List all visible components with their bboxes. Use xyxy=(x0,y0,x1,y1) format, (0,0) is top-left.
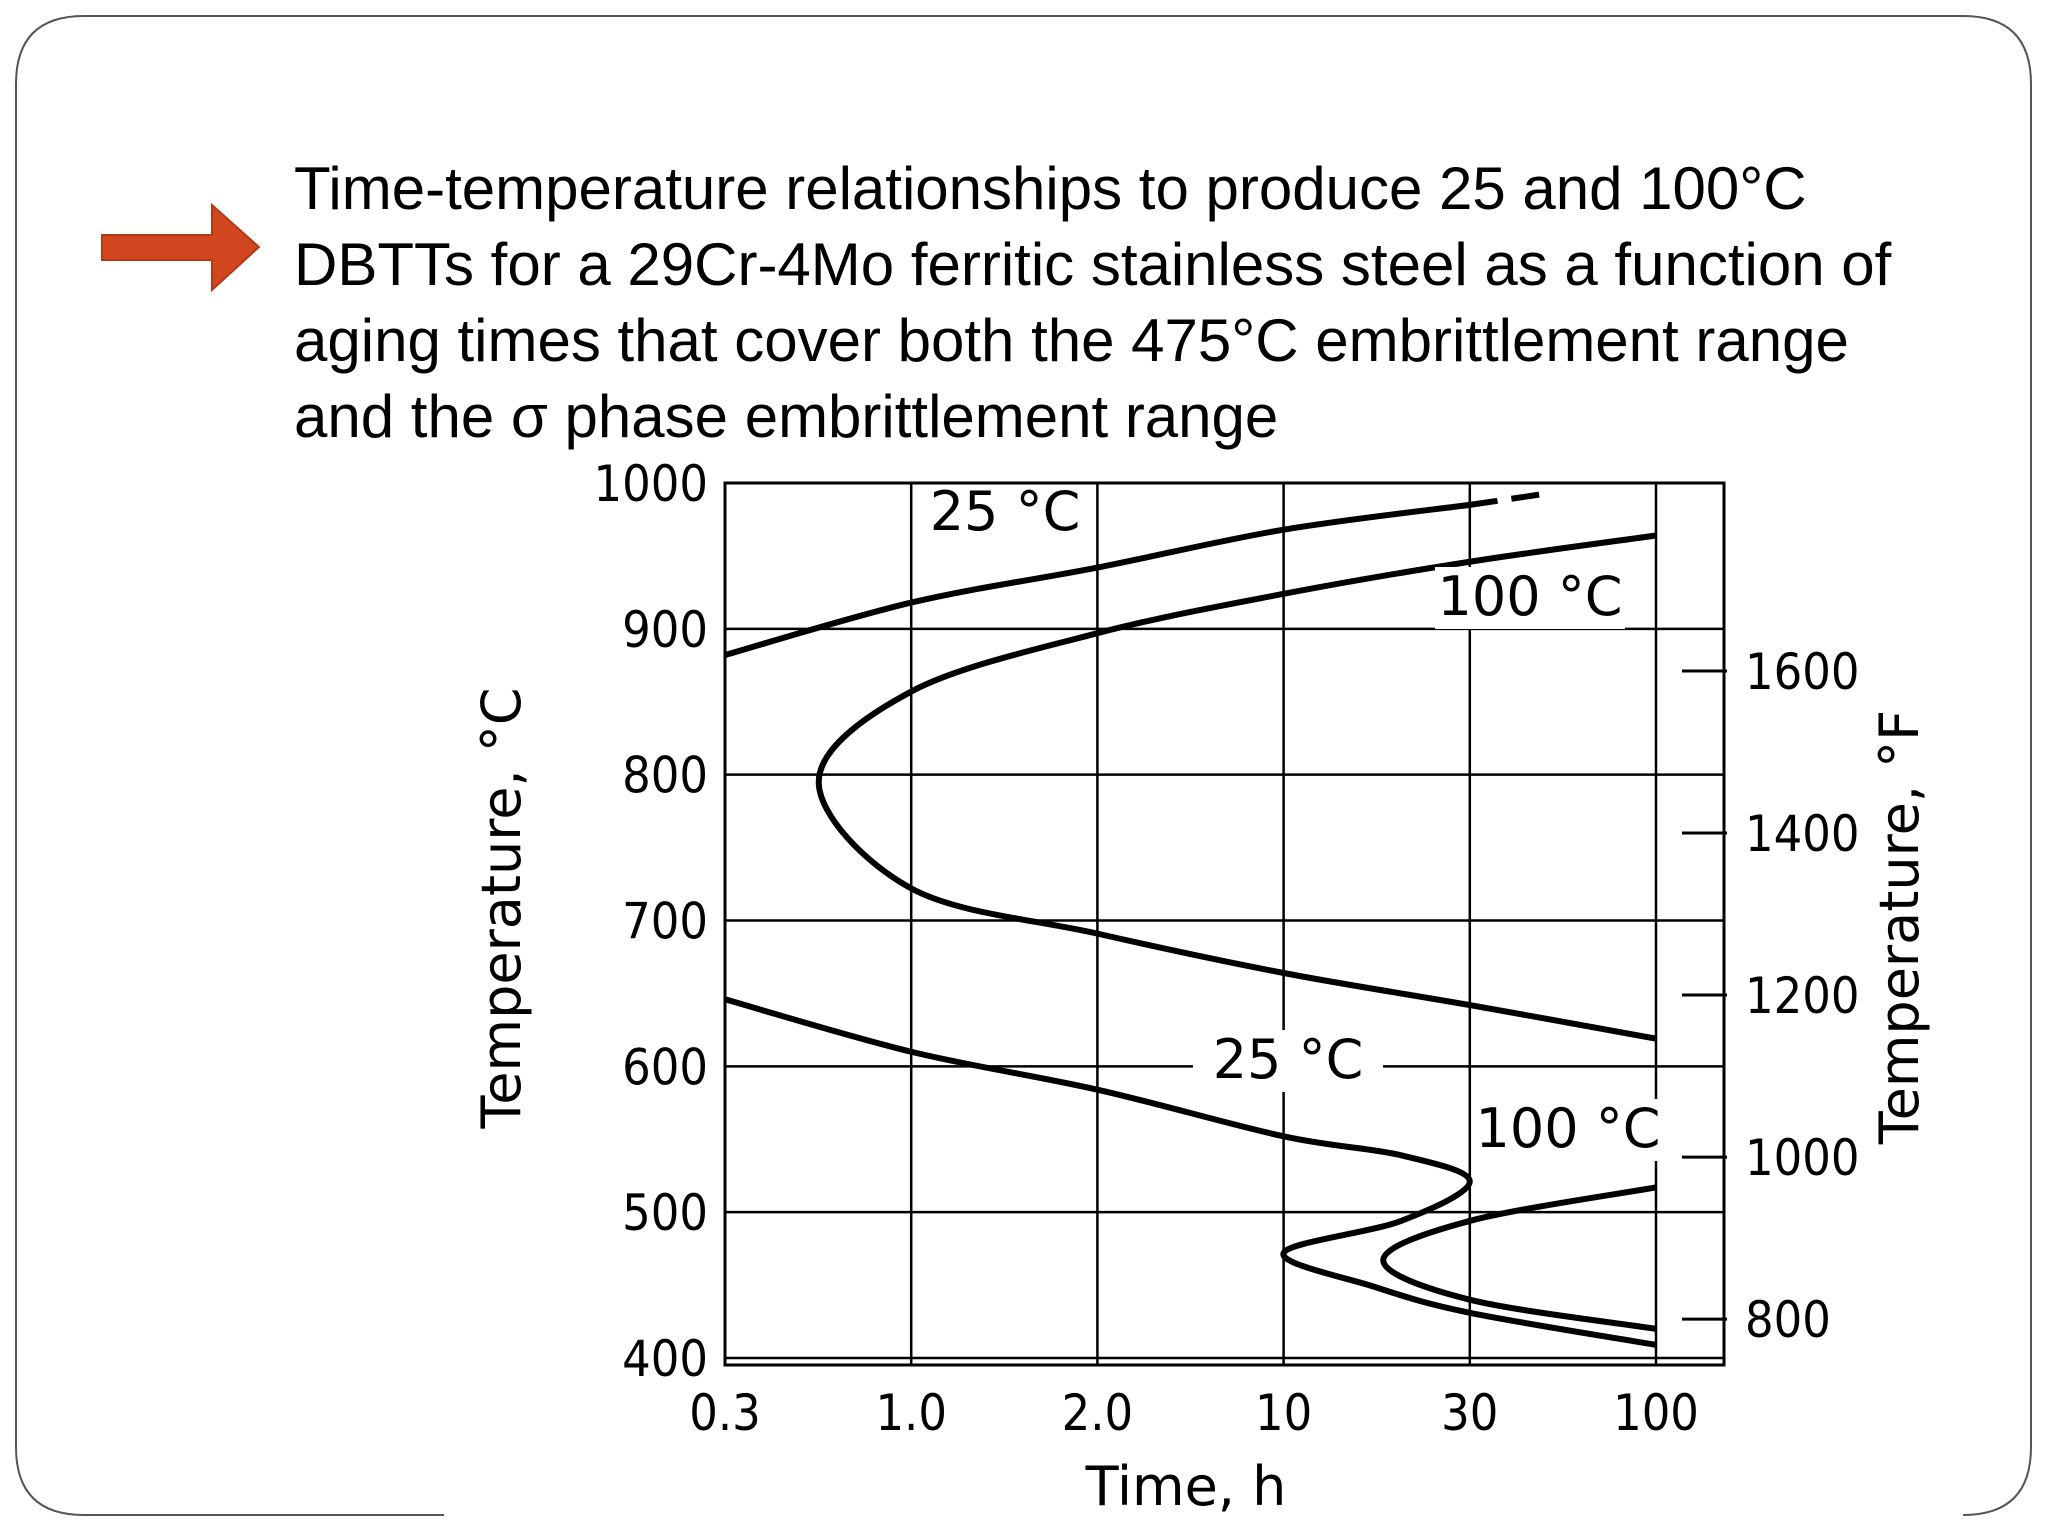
x-tick-label: 100 xyxy=(1613,1384,1699,1442)
y2-tick-label: 1200 xyxy=(1745,967,1859,1025)
curve-label: 25 °C xyxy=(1213,1028,1364,1091)
y-tick-label: 1000 xyxy=(594,455,708,513)
slide-text-line: DBTTs for a 29Cr-4Mo ferritic stainless … xyxy=(294,231,1892,298)
data-line xyxy=(1380,1184,1657,1332)
slide-text-line: and the σ phase embrittlement range xyxy=(294,383,1278,450)
y-tick-label: 400 xyxy=(622,1330,708,1388)
y2-tick-label: 800 xyxy=(1745,1291,1831,1349)
data-line xyxy=(1469,490,1550,508)
x-tick-label: 2.0 xyxy=(1062,1384,1134,1442)
y-tick-label: 500 xyxy=(622,1184,708,1242)
chart: Time, h Temperature, °C Temperature, °F xyxy=(470,481,1931,1518)
y-tick-label: 700 xyxy=(622,893,708,951)
slide-border xyxy=(15,15,2032,1516)
label-background xyxy=(1473,1099,1663,1161)
label-background xyxy=(1193,1030,1383,1092)
y-tick-label: 800 xyxy=(622,747,708,805)
data-line xyxy=(724,996,1657,1348)
y2-tick-label: 1400 xyxy=(1745,805,1859,863)
x-tick-label: 10 xyxy=(1255,1384,1312,1442)
x-tick-label: 1.0 xyxy=(875,1384,947,1442)
y-tick-label: 600 xyxy=(622,1038,708,1096)
curve-label: 25 °C xyxy=(930,480,1081,543)
y2-tick-label: 1600 xyxy=(1745,643,1859,701)
y-axis-label: Temperature, °C xyxy=(470,687,533,1129)
x-tick-label: 30 xyxy=(1441,1384,1498,1442)
y2-tick-label: 1000 xyxy=(1745,1129,1859,1187)
data-line xyxy=(724,501,1471,658)
slide-text-line: aging times that cover both the 475°C em… xyxy=(294,307,1849,374)
slide-text-line: Time-temperature relationships to produc… xyxy=(294,155,1807,222)
y2-axis-label: Temperature, °F xyxy=(1868,710,1931,1145)
x-axis-label: Time, h xyxy=(1085,1455,1287,1518)
label-background xyxy=(1435,567,1625,629)
arrow-icon xyxy=(101,202,261,293)
x-tick-label: 0.3 xyxy=(689,1384,761,1442)
curve-label: 100 °C xyxy=(1476,1097,1661,1160)
curve-label: 100 °C xyxy=(1438,565,1623,628)
y-tick-label: 900 xyxy=(622,601,708,659)
data-line xyxy=(815,532,1657,1042)
